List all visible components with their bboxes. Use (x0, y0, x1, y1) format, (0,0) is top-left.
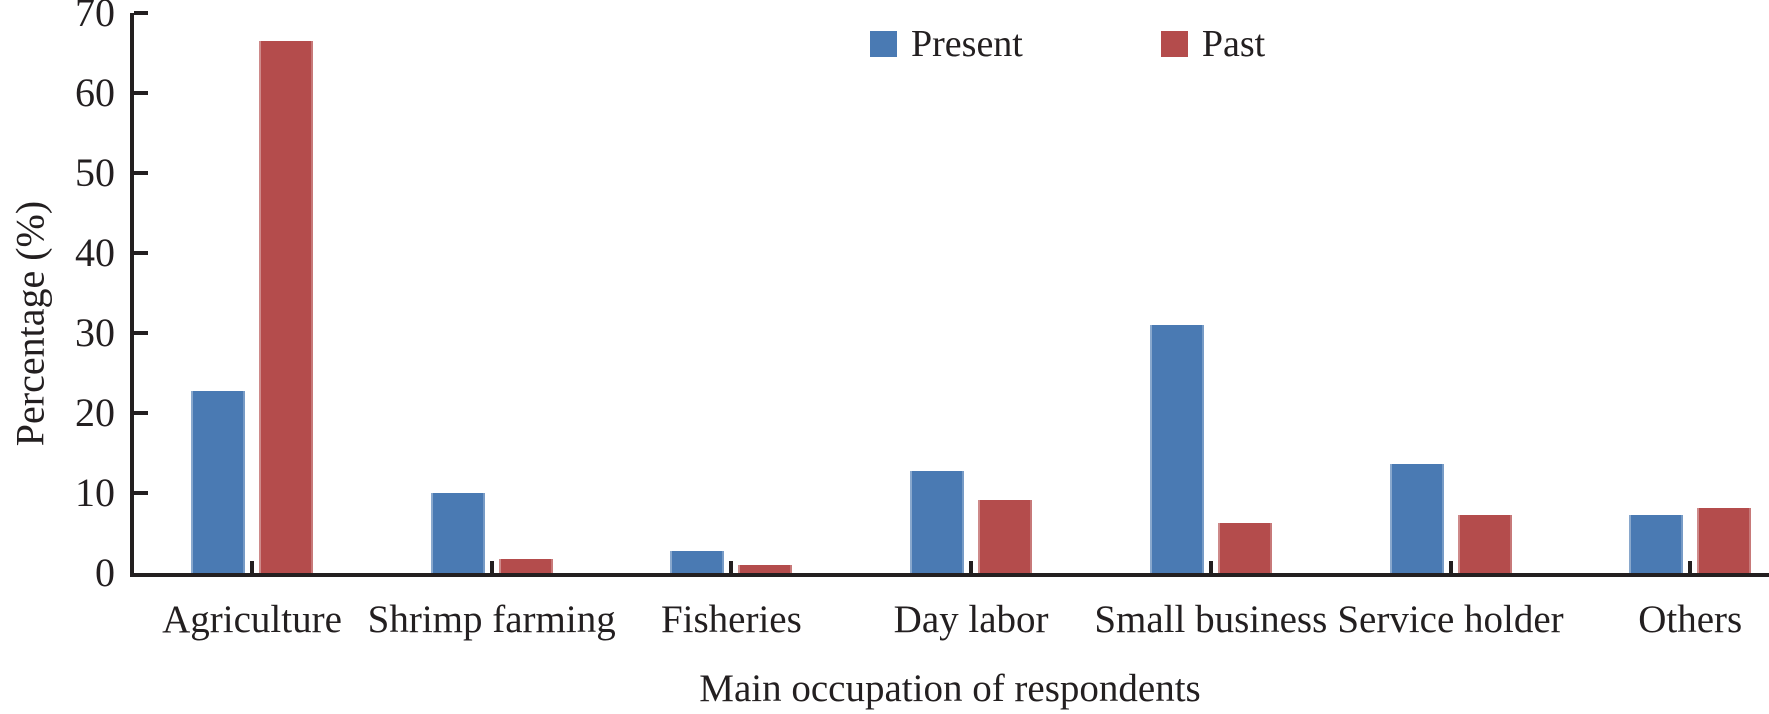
y-tick-label: 0 (95, 550, 115, 595)
x-tick (489, 561, 494, 573)
legend-swatch-present (870, 31, 897, 57)
bar-present-1 (430, 493, 485, 573)
x-tick (250, 561, 254, 573)
y-tick (134, 171, 148, 175)
x-tick (1688, 561, 1693, 573)
y-tick-label: 40 (75, 230, 115, 275)
bar-present-5 (1389, 464, 1444, 573)
x-tick (1208, 561, 1213, 573)
bar-present-4 (1149, 325, 1204, 573)
x-axis-title: Main occupation of respondents (699, 667, 1201, 710)
bar-past-1 (498, 559, 553, 573)
x-tick-label: Others (1638, 598, 1743, 641)
y-tick-label: 70 (75, 0, 115, 35)
legend: Present Past (870, 24, 1265, 64)
x-tick-label: Service holder (1337, 598, 1564, 641)
bar-present-3 (910, 471, 965, 573)
x-tick-label: Day labor (893, 598, 1049, 641)
x-tick-label: Agriculture (162, 598, 342, 641)
bar-past-2 (738, 565, 793, 573)
bar-present-0 (191, 391, 245, 573)
x-tick (1448, 561, 1453, 573)
y-tick-label: 50 (75, 150, 115, 195)
x-tick-label: Fisheries (660, 598, 802, 641)
y-tick (134, 91, 148, 95)
y-tick (134, 411, 148, 415)
x-axis-line (130, 573, 1769, 577)
y-tick (134, 331, 148, 335)
y-axis-line (130, 13, 134, 577)
bar-present-6 (1629, 515, 1684, 573)
bar-past-5 (1457, 515, 1512, 573)
x-tick-label: Small business (1094, 598, 1328, 641)
x-tick (969, 561, 974, 573)
y-tick-label: 10 (75, 470, 115, 515)
y-tick-label: 20 (75, 390, 115, 435)
legend-swatch-past (1160, 31, 1188, 57)
bar-past-0 (259, 41, 313, 573)
bar-past-4 (1217, 523, 1272, 573)
bar-past-3 (978, 500, 1033, 573)
bar-present-2 (670, 551, 725, 573)
legend-label-past: Past (1201, 23, 1266, 65)
y-tick-label: 30 (75, 310, 115, 355)
bar-past-6 (1697, 508, 1752, 573)
y-tick-label: 60 (75, 70, 115, 115)
x-tick (729, 561, 734, 573)
y-tick (134, 11, 148, 15)
y-tick (134, 251, 148, 255)
legend-label-present: Present (911, 23, 1023, 65)
y-tick (134, 491, 148, 495)
x-tick-label: Shrimp farming (367, 598, 616, 641)
